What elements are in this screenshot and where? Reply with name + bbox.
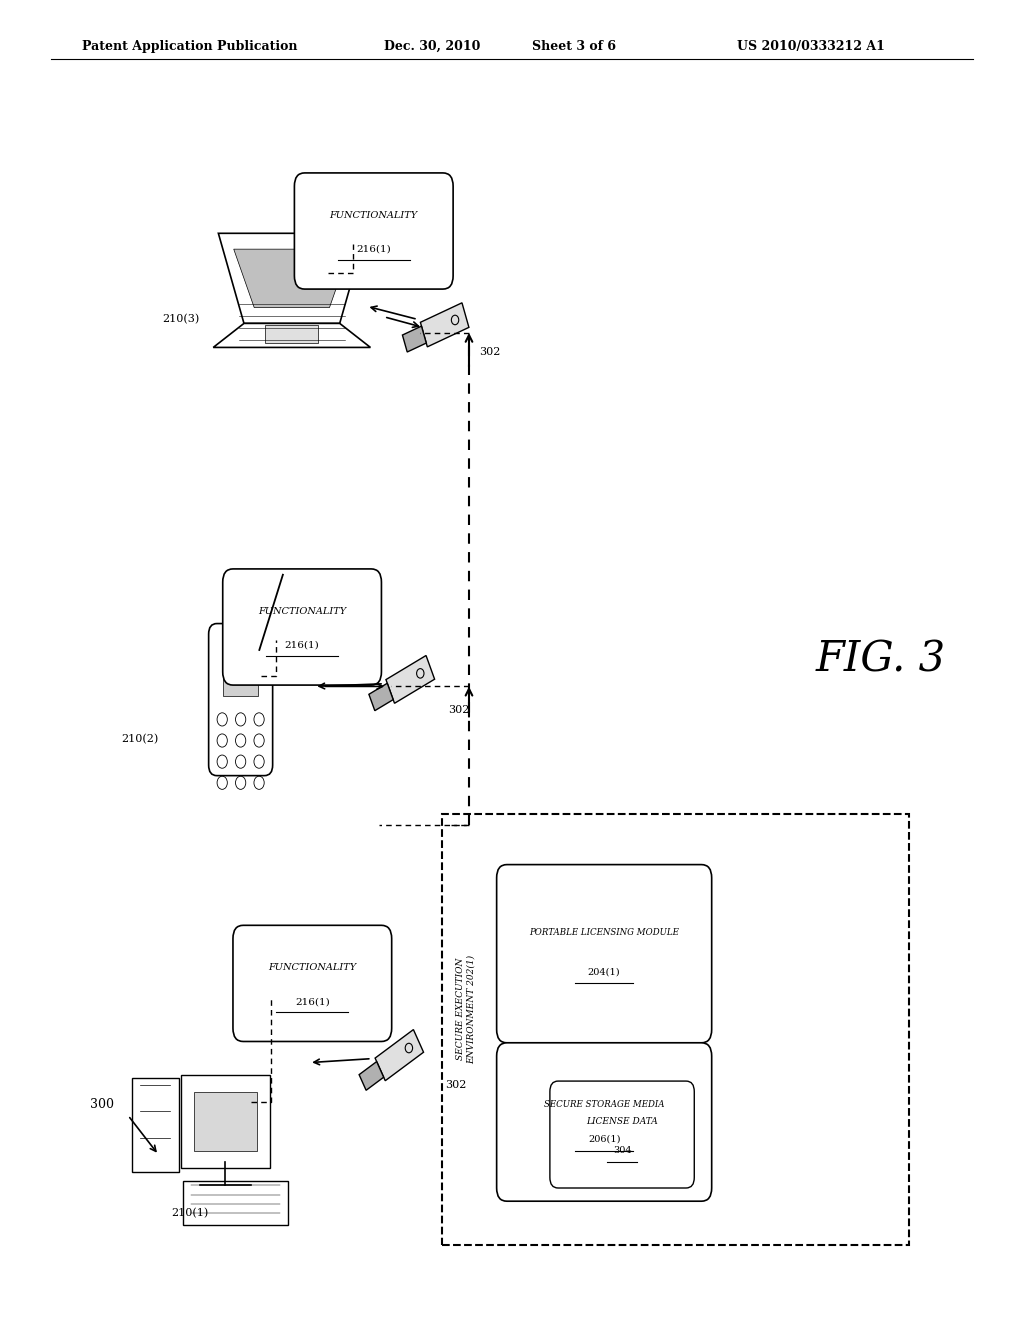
Text: LICENSE DATA: LICENSE DATA [586, 1117, 658, 1126]
Text: 206(1): 206(1) [588, 1135, 621, 1143]
Text: FIG. 3: FIG. 3 [815, 639, 946, 681]
FancyBboxPatch shape [195, 1093, 256, 1151]
Text: 302: 302 [445, 1080, 467, 1090]
Text: 210(3): 210(3) [163, 314, 200, 325]
FancyBboxPatch shape [209, 623, 272, 776]
Polygon shape [386, 656, 434, 704]
Text: SECURE STORAGE MEDIA: SECURE STORAGE MEDIA [544, 1101, 665, 1109]
Text: 302: 302 [449, 705, 470, 715]
FancyBboxPatch shape [497, 865, 712, 1043]
Text: 216(1): 216(1) [295, 998, 330, 1006]
Polygon shape [402, 326, 426, 352]
FancyBboxPatch shape [180, 1074, 269, 1168]
Text: FUNCTIONALITY: FUNCTIONALITY [258, 607, 346, 615]
Text: SECURE EXECUTION
ENVIRONMENT 202(1): SECURE EXECUTION ENVIRONMENT 202(1) [457, 954, 475, 1064]
FancyBboxPatch shape [223, 648, 258, 696]
Text: 210(1): 210(1) [171, 1208, 208, 1218]
Text: 302: 302 [479, 347, 501, 358]
Polygon shape [233, 249, 350, 308]
Polygon shape [359, 1061, 384, 1090]
Text: FUNCTIONALITY: FUNCTIONALITY [330, 211, 418, 219]
Text: 216(1): 216(1) [285, 642, 319, 649]
Text: US 2010/0333212 A1: US 2010/0333212 A1 [737, 40, 885, 53]
Text: Sheet 3 of 6: Sheet 3 of 6 [532, 40, 616, 53]
Text: Dec. 30, 2010: Dec. 30, 2010 [384, 40, 480, 53]
Polygon shape [218, 234, 366, 323]
Text: 210(2): 210(2) [122, 734, 159, 744]
FancyBboxPatch shape [295, 173, 453, 289]
FancyBboxPatch shape [131, 1077, 178, 1172]
Text: PORTABLE LICENSING MODULE: PORTABLE LICENSING MODULE [529, 928, 679, 937]
Text: FUNCTIONALITY: FUNCTIONALITY [268, 964, 356, 972]
Polygon shape [213, 323, 371, 347]
Polygon shape [421, 302, 469, 347]
FancyBboxPatch shape [550, 1081, 694, 1188]
FancyBboxPatch shape [222, 569, 381, 685]
FancyBboxPatch shape [442, 814, 909, 1245]
FancyBboxPatch shape [265, 325, 318, 343]
Text: 216(1): 216(1) [356, 246, 391, 253]
Text: 304: 304 [612, 1146, 632, 1155]
Polygon shape [375, 1030, 424, 1081]
Polygon shape [369, 684, 393, 710]
FancyBboxPatch shape [497, 1043, 712, 1201]
Text: 204(1): 204(1) [588, 968, 621, 977]
FancyBboxPatch shape [232, 925, 391, 1041]
Text: Patent Application Publication: Patent Application Publication [82, 40, 297, 53]
FancyBboxPatch shape [182, 1181, 289, 1225]
Text: 300: 300 [90, 1098, 115, 1111]
